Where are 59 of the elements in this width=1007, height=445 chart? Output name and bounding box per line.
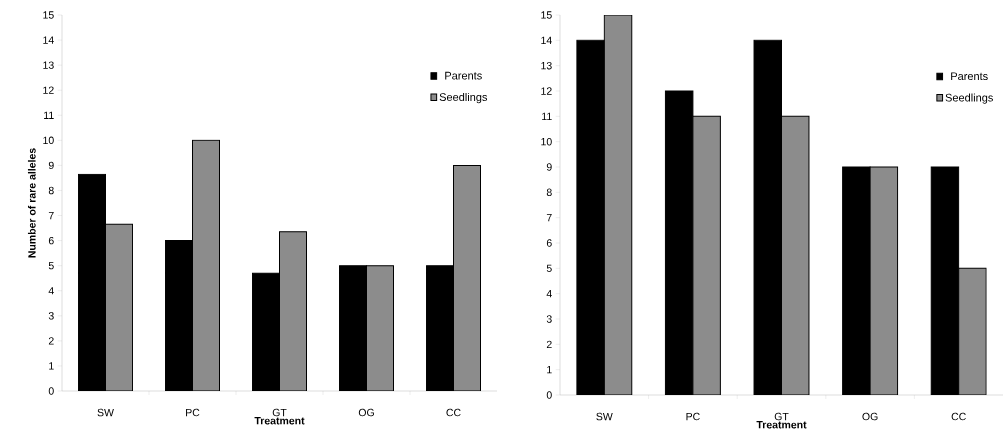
bar — [453, 164, 481, 391]
bar — [692, 115, 721, 395]
y-tick-label: 15 — [43, 11, 54, 19]
y-axis-title: Number of rare alleles — [27, 148, 36, 258]
bar — [603, 15, 633, 395]
bar — [279, 231, 307, 391]
y-tick-label: 0 — [48, 387, 54, 395]
x-tick-label: PC — [186, 408, 200, 417]
bar — [781, 115, 810, 395]
y-tick-label: 13 — [43, 61, 54, 69]
y-tick-label: 0 — [546, 391, 552, 399]
x-axis-title: Treatment — [254, 417, 305, 425]
y-tick-label: 12 — [541, 87, 552, 95]
x-tick-label: CC — [446, 408, 461, 417]
x-tick-label: CC — [951, 412, 966, 421]
y-tick-label: 12 — [43, 86, 54, 94]
y-tick-label: 8 — [546, 188, 552, 197]
y-tick-label: 13 — [541, 61, 552, 70]
y-tick-label: 9 — [546, 163, 552, 171]
y-tick-label: 8 — [48, 186, 54, 195]
x-tick-label: GT — [774, 412, 789, 421]
x-tick-label: OG — [862, 412, 878, 421]
y-tick-label: 5 — [546, 264, 552, 272]
legend-label: Parents — [951, 72, 988, 81]
y-tick-label: 6 — [48, 236, 54, 245]
y-tick-label: 4 — [546, 290, 552, 298]
y-tick-label: 6 — [546, 239, 552, 247]
y-tick-label: 3 — [546, 315, 552, 323]
y-tick-label: 15 — [541, 11, 552, 19]
x-tick-label: PC — [686, 412, 700, 421]
bar — [869, 166, 899, 395]
y-tick-label: 7 — [546, 214, 552, 222]
y-tick-label: 2 — [48, 337, 54, 345]
y-tick-label: 9 — [48, 161, 54, 170]
y-tick-label: 10 — [43, 136, 54, 145]
x-tick-label: SW — [97, 408, 114, 417]
y-tick-label: 1 — [547, 366, 552, 374]
x-tick-label: OG — [358, 408, 374, 417]
y-tick-label: 1 — [49, 362, 54, 370]
y-tick-label: 14 — [43, 36, 54, 44]
bar — [105, 223, 133, 391]
bar — [192, 139, 220, 391]
y-tick-label: 2 — [546, 340, 552, 348]
legend-label: Parents — [445, 71, 482, 80]
y-tick-label: 10 — [541, 137, 552, 146]
y-tick-label: 11 — [542, 112, 552, 120]
legend-label: Seedlings — [439, 92, 488, 104]
y-tick-label: 4 — [48, 287, 54, 295]
legend-label: Seedlings — [945, 93, 993, 104]
x-axis-title: Treatment — [756, 421, 807, 429]
bar — [366, 265, 394, 391]
bar — [958, 267, 987, 395]
y-tick-label: 7 — [48, 211, 54, 220]
x-tick-label: SW — [596, 412, 613, 421]
y-tick-label: 5 — [48, 262, 54, 270]
y-tick-label: 11 — [44, 111, 54, 119]
x-tick-label: GT — [272, 408, 287, 417]
y-tick-label: 14 — [541, 36, 552, 44]
y-tick-label: 3 — [48, 312, 54, 320]
